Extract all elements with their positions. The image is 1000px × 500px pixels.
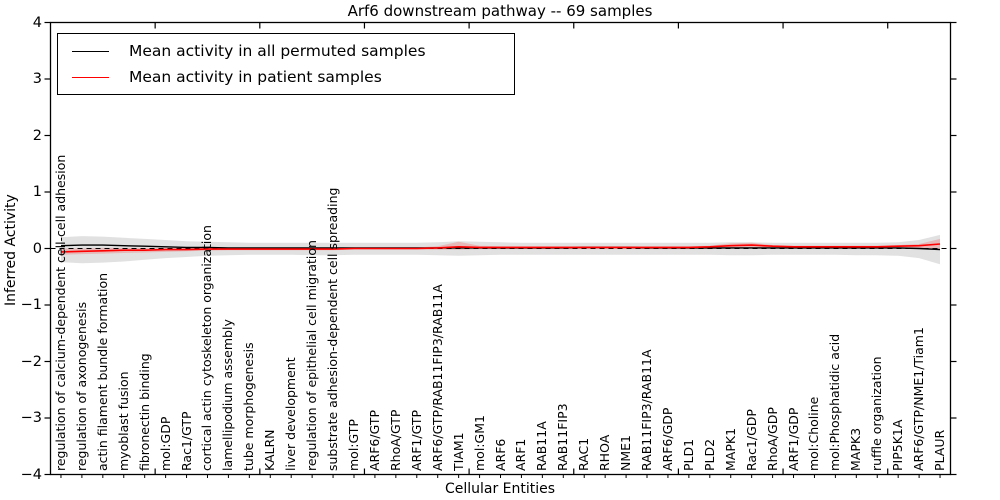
x-tick-label: regulation of calcium-dependent cell-cel… — [52, 154, 68, 471]
x-tick-label: PIP5K1A — [890, 419, 906, 471]
y-tick-label: 4 — [32, 14, 42, 31]
x-tick-label: ARF6 — [492, 438, 508, 471]
chart-title: Arf6 downstream pathway -- 69 samples — [347, 2, 653, 20]
x-tick-label: lamellipodium assembly — [220, 319, 236, 471]
x-tick-label: substrate adhesion-dependent cell spread… — [325, 187, 341, 471]
x-tick-label: ARF6/GTP — [366, 409, 382, 471]
legend-label-patient: Mean activity in patient samples — [129, 68, 382, 86]
x-axis-label: Cellular Entities — [444, 481, 556, 497]
x-tick-label: RAC1 — [576, 437, 592, 471]
y-tick-label: −1 — [20, 297, 42, 313]
x-tick-label: ARF1 — [513, 438, 529, 471]
x-tick-label: regulation of epithelial cell migration — [304, 240, 320, 471]
legend-line-permuted-icon — [72, 50, 109, 52]
permuted-range-band — [61, 234, 940, 265]
legend-item-patient: Mean activity in patient samples — [72, 68, 514, 86]
x-tick-label: Rac1/GDP — [743, 409, 759, 471]
x-tick-label: mol:Phosphatidic acid — [827, 333, 843, 471]
x-tick-label: TIAM1 — [450, 432, 466, 471]
x-tick-label: cortical actin cytoskeleton organization — [199, 225, 215, 471]
x-tick-label: RhoA/GTP — [387, 409, 403, 471]
x-tick-label: ARF1/GDP — [785, 407, 801, 471]
x-tick-label: KALRN — [262, 429, 278, 471]
x-tick-label: mol:GM1 — [471, 415, 487, 471]
y-tick-label: −2 — [20, 353, 42, 370]
x-tick-label: MAPK3 — [848, 427, 864, 471]
x-tick-label: ARF6/GTP/NME1/Tiam1 — [911, 327, 927, 471]
y-tick-label: 3 — [32, 71, 42, 87]
x-tick-label: mol:GDP — [157, 416, 173, 471]
x-tick-label: PLD2 — [701, 438, 717, 471]
x-tick-label: Rac1/GTP — [178, 411, 194, 471]
legend-item-permuted: Mean activity in all permuted samples — [72, 42, 514, 60]
x-tick-label: RAB11FIP3/RAB11A — [639, 349, 654, 471]
x-tick-label: ruffle organization — [869, 356, 885, 471]
x-tick-label: MAPK1 — [722, 427, 738, 471]
x-tick-label: liver development — [283, 357, 299, 471]
x-tick-label: PLD1 — [680, 438, 696, 471]
x-tick-label: ARF1/GTP — [408, 409, 424, 471]
y-tick-label: 0 — [32, 240, 42, 257]
legend-line-patient-icon — [72, 76, 109, 78]
x-tick-label: RAB11A — [534, 421, 550, 471]
x-tick-label: RHOA — [597, 434, 613, 471]
y-tick-label: −3 — [20, 410, 42, 426]
x-tick-label: ARF6/GTP/RAB11FIP3/RAB11A — [429, 284, 445, 471]
x-tick-label: RhoA/GDP — [764, 407, 780, 471]
legend-label-permuted: Mean activity in all permuted samples — [129, 42, 426, 60]
x-tick-label: mol:Choline — [806, 396, 822, 471]
x-tick-label: actin filament bundle formation — [94, 272, 110, 471]
series-line-1 — [60, 243, 941, 253]
x-tick-label: NME1 — [618, 435, 634, 471]
legend: Mean activity in all permuted samples Me… — [57, 33, 515, 95]
y-tick-label: −4 — [20, 466, 42, 483]
y-tick-label: 1 — [32, 184, 42, 200]
x-tick-label: myoblast fusion — [115, 371, 131, 471]
x-tick-label: tube morphogenesis — [241, 342, 257, 471]
y-tick-label: 2 — [32, 127, 42, 144]
x-tick-label: ARF6/GDP — [659, 407, 675, 471]
x-tick-label: RAB11FIP3 — [555, 403, 571, 471]
x-tick-label: mol:GTP — [345, 419, 361, 471]
x-tick-label: regulation of axonogenesis — [73, 301, 89, 471]
x-tick-label: PLAUR — [932, 429, 948, 471]
x-tick-label: fibronectin binding — [136, 353, 152, 471]
